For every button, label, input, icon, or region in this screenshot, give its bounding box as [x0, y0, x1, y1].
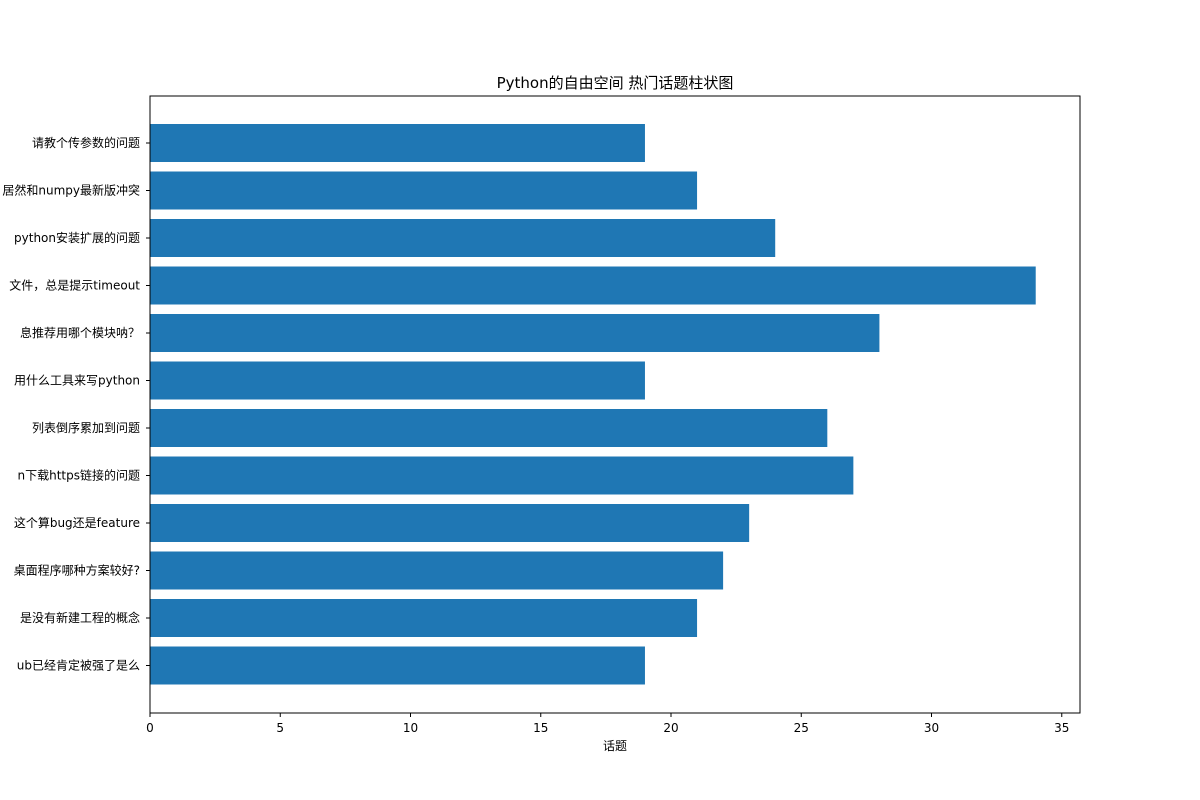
bar [150, 551, 724, 590]
x-axis-ticks: 0 5 10 15 20 25 30 35 [146, 713, 1069, 735]
bars-group [150, 124, 1036, 685]
y-tick-label: 息推荐用哪个模块呐？ [20, 325, 140, 340]
bar [150, 646, 645, 685]
bar [150, 599, 698, 637]
bar [150, 124, 645, 162]
bar [150, 361, 645, 400]
x-tick-label: 15 [533, 721, 548, 735]
y-tick-label: 用什么工具来写python [14, 374, 140, 388]
bar [150, 409, 828, 447]
bar [150, 504, 750, 542]
x-tick-label: 20 [663, 721, 678, 735]
bar [150, 266, 1036, 305]
plot-frame [149, 95, 1081, 714]
x-axis-label: 话题 [603, 739, 627, 753]
y-tick-label: 文件，总是提示timeout [9, 278, 140, 293]
chart-title: Python的自由空间 热门话题柱状图 [497, 74, 734, 92]
y-tick-label: python安装扩展的问题 [14, 230, 140, 245]
y-tick-label: ub已经肯定被强了是么 [17, 658, 140, 673]
y-tick-label: 列表倒序累加到问题 [32, 420, 140, 435]
y-tick-label: 这个算bug还是feature [14, 515, 140, 530]
x-tick-label: 30 [924, 721, 939, 735]
y-tick-label: 居然和numpy最新版冲突 [2, 183, 140, 198]
y-tick-label: n下载https链接的问题 [18, 468, 141, 483]
y-tick-label: 请教个传参数的问题 [32, 135, 140, 150]
bar [150, 456, 854, 495]
y-tick-label: 是没有新建工程的概念 [20, 610, 140, 625]
bar [150, 171, 698, 210]
x-tick-label: 35 [1054, 721, 1069, 735]
x-tick-label: 25 [794, 721, 809, 735]
bar [150, 219, 776, 257]
x-tick-label: 5 [276, 721, 284, 735]
bar [150, 314, 880, 352]
x-tick-label: 0 [146, 721, 154, 735]
x-tick-label: 10 [403, 721, 418, 735]
y-tick-label: 桌面程序哪种方案较好? [14, 563, 140, 578]
